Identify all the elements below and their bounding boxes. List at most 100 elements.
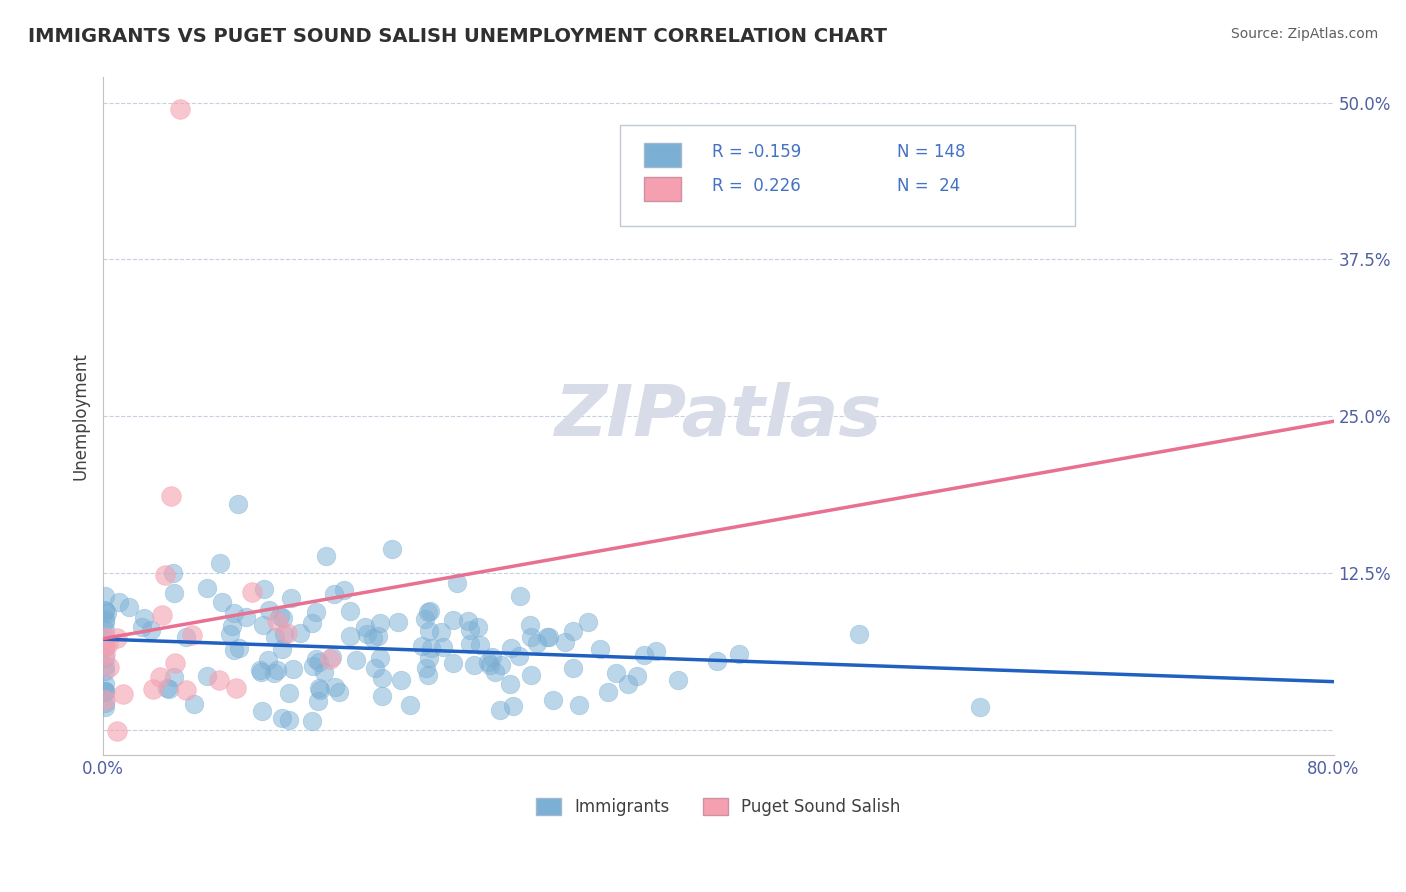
Point	[363, 661, 385, 675]
Point	[156, 681, 179, 696]
Point	[209, 556, 232, 570]
Point	[93, 623, 115, 637]
Point	[520, 668, 543, 682]
Point	[93, 639, 115, 653]
Point	[420, 641, 443, 656]
Point	[277, 686, 299, 700]
Point	[181, 628, 204, 642]
Point	[273, 626, 295, 640]
Point	[446, 576, 468, 591]
Point	[307, 693, 329, 707]
Point	[413, 612, 436, 626]
Point	[224, 643, 246, 657]
Point	[93, 659, 115, 673]
Point	[301, 714, 323, 729]
Point	[626, 669, 648, 683]
Point	[219, 627, 242, 641]
Point	[93, 651, 115, 665]
Point	[111, 687, 134, 701]
Point	[458, 637, 481, 651]
Point	[249, 663, 271, 677]
Point	[211, 595, 233, 609]
Point	[457, 614, 479, 628]
Point	[288, 625, 311, 640]
Point	[271, 610, 294, 624]
Point	[332, 583, 354, 598]
Point	[153, 568, 176, 582]
Point	[131, 620, 153, 634]
Point	[240, 585, 263, 599]
Point	[416, 605, 439, 619]
Point	[589, 642, 612, 657]
Point	[93, 640, 115, 655]
Point	[159, 489, 181, 503]
Point	[467, 620, 489, 634]
Point	[96, 606, 118, 620]
Point	[281, 662, 304, 676]
Point	[257, 653, 280, 667]
Point	[354, 620, 377, 634]
Point	[308, 655, 330, 669]
Point	[576, 615, 599, 629]
Point	[463, 657, 485, 672]
Point	[596, 684, 619, 698]
Point	[252, 618, 274, 632]
Point	[93, 684, 115, 698]
Point	[176, 630, 198, 644]
Point	[368, 651, 391, 665]
Point	[93, 630, 115, 644]
Point	[93, 696, 115, 710]
Point	[309, 683, 332, 698]
Point	[418, 624, 440, 638]
Point	[250, 665, 273, 679]
Point	[93, 693, 115, 707]
Text: IMMIGRANTS VS PUGET SOUND SALISH UNEMPLOYMENT CORRELATION CHART: IMMIGRANTS VS PUGET SOUND SALISH UNEMPLO…	[28, 27, 887, 45]
Point	[562, 624, 585, 639]
Point	[339, 629, 361, 643]
Point	[266, 614, 288, 628]
Point	[93, 615, 115, 629]
Point	[271, 711, 294, 725]
Point	[441, 656, 464, 670]
Point	[183, 697, 205, 711]
Point	[361, 631, 384, 645]
Point	[305, 651, 328, 665]
Point	[93, 633, 115, 648]
Point	[276, 626, 298, 640]
Point	[848, 627, 870, 641]
Point	[93, 603, 115, 617]
Point	[162, 566, 184, 580]
Point	[269, 608, 291, 623]
Point	[666, 673, 689, 687]
Point	[118, 600, 141, 615]
Point	[224, 606, 246, 620]
Point	[277, 713, 299, 727]
Point	[489, 657, 512, 672]
Point	[368, 616, 391, 631]
FancyBboxPatch shape	[644, 178, 682, 201]
Point	[969, 699, 991, 714]
Point	[108, 595, 131, 609]
Point	[225, 681, 247, 695]
Point	[97, 660, 120, 674]
Point	[418, 651, 440, 665]
Point	[644, 644, 666, 658]
Point	[419, 604, 441, 618]
Point	[97, 637, 120, 651]
Point	[509, 590, 531, 604]
Point	[195, 581, 218, 595]
Point	[323, 681, 346, 695]
Point	[617, 677, 640, 691]
Point	[228, 640, 250, 655]
Point	[370, 671, 392, 685]
Point	[134, 611, 156, 625]
Point	[458, 623, 481, 637]
Point	[478, 658, 501, 673]
FancyBboxPatch shape	[620, 125, 1076, 227]
Point	[380, 541, 402, 556]
Point	[250, 705, 273, 719]
Text: Source: ZipAtlas.com: Source: ZipAtlas.com	[1230, 27, 1378, 41]
Point	[142, 681, 165, 696]
Point	[481, 650, 503, 665]
Point	[208, 673, 231, 688]
